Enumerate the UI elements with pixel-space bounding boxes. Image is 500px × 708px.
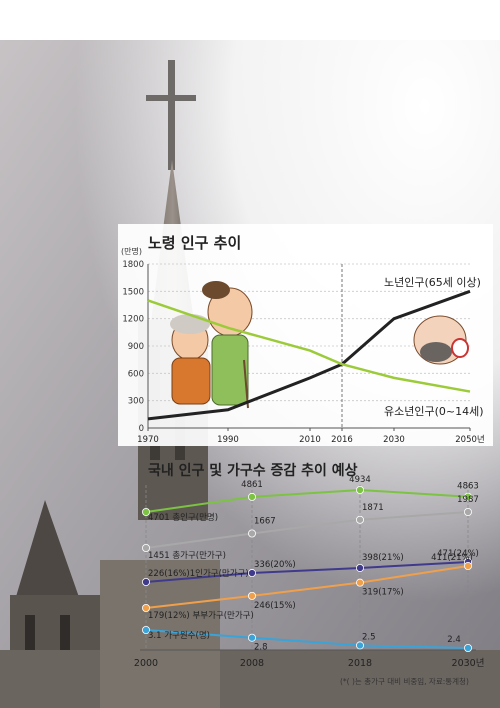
- youth-population-line: [147, 299, 471, 393]
- series-line: [145, 488, 469, 513]
- x-tick-label: 2008: [240, 658, 264, 669]
- cross-icon: [146, 60, 196, 170]
- data-label: 2.8: [254, 643, 268, 653]
- data-point: [463, 507, 472, 516]
- data-label: 2.4: [447, 635, 461, 645]
- chart2-vertical-gridlines: [140, 485, 476, 651]
- data-label: 4934: [349, 475, 371, 485]
- data-point: [355, 641, 364, 650]
- chart-title: 노령 인구 추이: [148, 234, 242, 252]
- elderly-series-label: 노년인구(65세 이상): [384, 276, 481, 289]
- data-label: 336(20%): [254, 560, 296, 570]
- data-label: 398(21%): [362, 553, 404, 563]
- data-point: [247, 492, 256, 501]
- y-tick-label: 300: [128, 397, 144, 407]
- data-point: [141, 626, 150, 635]
- y-tick-label: 1200: [122, 315, 144, 325]
- data-point: [355, 578, 364, 587]
- data-label: 179(12%) 부부가구(만가구): [148, 611, 254, 621]
- data-label: 4861: [241, 480, 263, 490]
- data-label: 1451 총가구(만가구): [148, 551, 226, 561]
- data-label: 1871: [362, 503, 384, 513]
- x-tick-label: 2050년: [455, 434, 484, 445]
- y-axis-unit: (만명): [121, 246, 142, 256]
- y-tick-label: 1500: [122, 287, 144, 297]
- x-tick-label: 2000: [134, 658, 158, 669]
- data-label: 246(15%): [254, 601, 296, 611]
- x-tick-label: 1990: [217, 435, 239, 445]
- data-label: 1667: [254, 516, 276, 526]
- baby-illustration: [413, 315, 469, 365]
- y-tick-label: 900: [128, 342, 144, 352]
- y-tick-label: 600: [128, 369, 144, 379]
- data-point: [355, 563, 364, 572]
- chart2-x-ticks: 2000 2008 2018 2030년: [134, 658, 485, 669]
- data-point: [247, 569, 256, 578]
- data-label: 411(21%): [431, 553, 473, 563]
- x-tick-label: 1970: [137, 435, 159, 445]
- data-point: [355, 515, 364, 524]
- series-line: [145, 629, 469, 649]
- data-label: 2.5: [362, 632, 376, 642]
- data-point: [463, 562, 472, 571]
- data-point: [247, 529, 256, 538]
- youth-series-label: 유소년인구(0~14세): [384, 405, 484, 418]
- data-label: 3.1 가구원수(명): [148, 630, 210, 641]
- data-label: 4701 총인구(만명): [148, 512, 218, 523]
- chart2-title: 국내 인구 및 가구수 증감 추이 예상: [148, 463, 358, 479]
- series-line: [145, 561, 469, 583]
- elderly-population-line: [147, 289, 471, 421]
- data-label: 471(24%): [437, 549, 479, 559]
- data-point: [141, 544, 150, 553]
- data-point: [247, 591, 256, 600]
- data-label: 226(16%)1인가구(만가구): [148, 568, 249, 579]
- data-label: 4863: [457, 482, 479, 492]
- y-tick-label: 0: [139, 424, 144, 434]
- elderly-couple-illustration: [170, 281, 253, 409]
- data-point: [141, 507, 150, 516]
- data-point: [463, 492, 472, 501]
- series-line: [145, 511, 469, 549]
- x-tick-label: 2018: [348, 658, 372, 669]
- data-point: [463, 644, 472, 653]
- data-point: [141, 604, 150, 613]
- x-tick-label: 2030년: [452, 658, 485, 669]
- chart1-ticks: 0 300 600 900 1200 1500 1800 1970 1990 2010 2016 20…: [122, 260, 484, 445]
- footnote: (*( )는 총가구 대비 비중임, 자료:통계청): [340, 677, 469, 686]
- data-point: [247, 633, 256, 642]
- data-point: [355, 485, 364, 494]
- x-tick-label: 2030: [383, 435, 405, 445]
- data-point: [141, 578, 150, 587]
- x-tick-label: 2010: [299, 435, 321, 445]
- data-label: 1987: [457, 495, 479, 505]
- series-line: [145, 565, 469, 609]
- y-tick-label: 1800: [122, 260, 144, 270]
- x-tick-label: 2016: [331, 435, 353, 445]
- chart2-series: 4701 총인구(만명) 4861 4934 4863 1451 총가구(만가구) 166…: [141, 475, 479, 653]
- data-label: 319(17%): [362, 588, 404, 598]
